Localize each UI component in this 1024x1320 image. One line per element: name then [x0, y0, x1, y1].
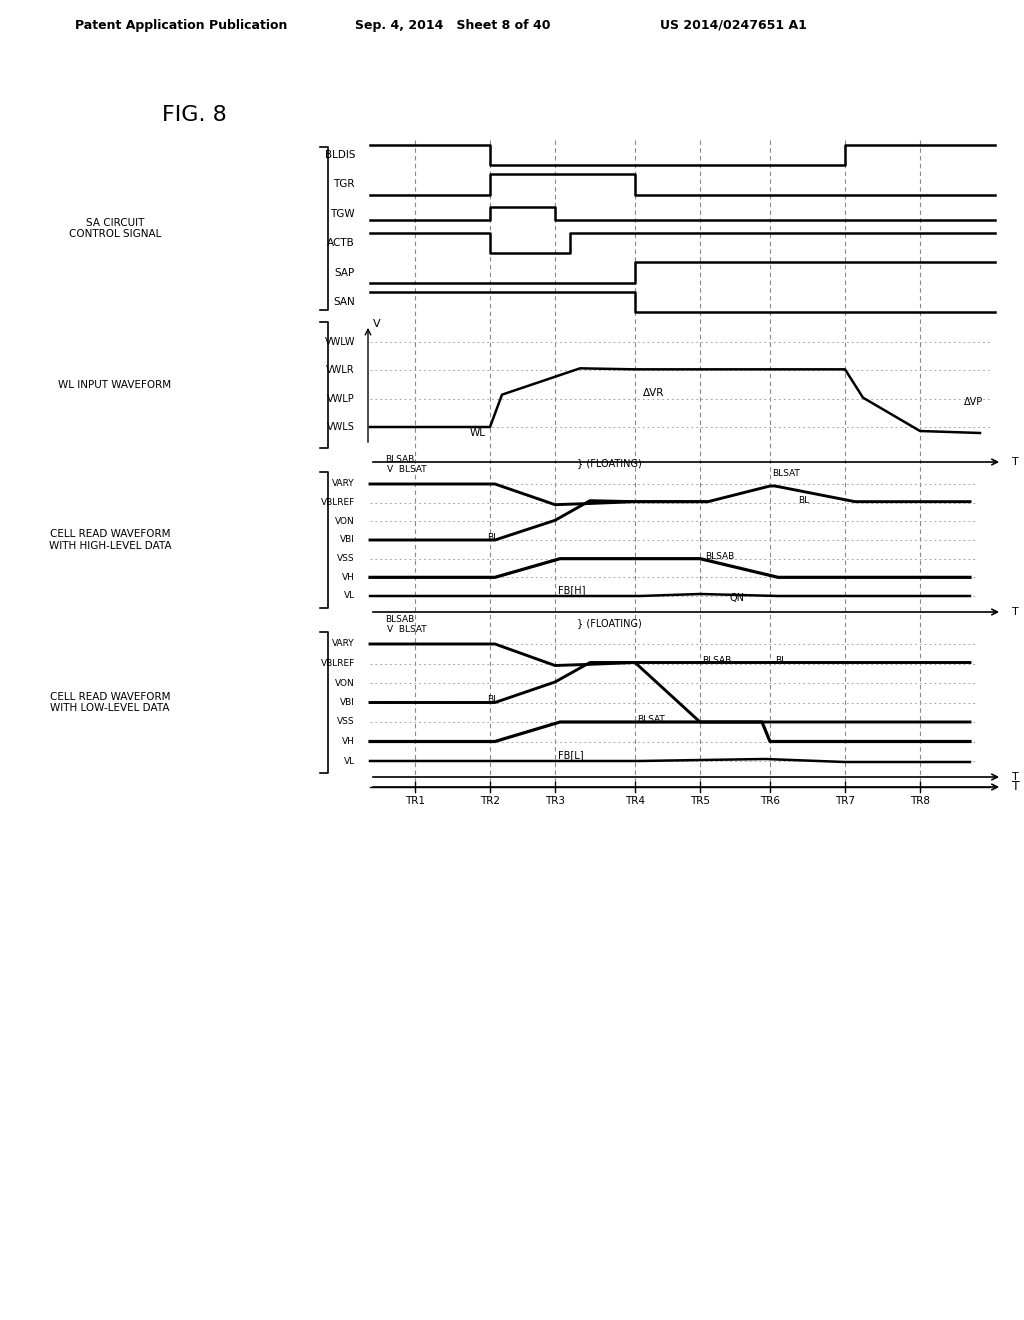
Text: SAP: SAP — [335, 268, 355, 277]
Text: } (FLOATING): } (FLOATING) — [577, 618, 642, 628]
Text: VH: VH — [342, 737, 355, 746]
Text: BL: BL — [798, 496, 809, 506]
Text: V: V — [373, 319, 381, 329]
Text: FB[H]: FB[H] — [558, 585, 586, 595]
Text: VWLR: VWLR — [327, 366, 355, 375]
Text: BLSAT: BLSAT — [637, 714, 665, 723]
Text: BLDIS: BLDIS — [325, 150, 355, 160]
Text: TR8: TR8 — [910, 796, 930, 807]
Text: BLSAT: BLSAT — [772, 470, 800, 479]
Text: VH: VH — [342, 573, 355, 582]
Text: TR2: TR2 — [480, 796, 500, 807]
Text: VSS: VSS — [337, 718, 355, 726]
Text: CELL READ WAVEFORM
WITH HIGH-LEVEL DATA: CELL READ WAVEFORM WITH HIGH-LEVEL DATA — [49, 529, 171, 550]
Text: ACTB: ACTB — [328, 238, 355, 248]
Text: T: T — [1012, 457, 1019, 467]
Text: BLSAB: BLSAB — [702, 656, 731, 665]
Text: TR3: TR3 — [545, 796, 565, 807]
Text: TR4: TR4 — [625, 796, 645, 807]
Text: VL: VL — [344, 591, 355, 601]
Text: T: T — [1012, 772, 1019, 781]
Text: VARY: VARY — [333, 639, 355, 648]
Text: VBLREF: VBLREF — [321, 659, 355, 668]
Text: VARY: VARY — [333, 479, 355, 488]
Text: TGR: TGR — [334, 180, 355, 189]
Text: BLSAB: BLSAB — [705, 552, 734, 561]
Text: TR6: TR6 — [760, 796, 780, 807]
Text: TR7: TR7 — [835, 796, 855, 807]
Text: SA CIRCUIT
CONTROL SIGNAL: SA CIRCUIT CONTROL SIGNAL — [69, 218, 161, 239]
Text: BL: BL — [775, 656, 786, 665]
Text: VBI: VBI — [340, 536, 355, 544]
Text: WL: WL — [470, 428, 486, 438]
Text: ΔVP: ΔVP — [964, 397, 983, 407]
Text: SAN: SAN — [333, 297, 355, 308]
Text: VWLS: VWLS — [327, 422, 355, 432]
Text: Patent Application Publication: Patent Application Publication — [75, 18, 288, 32]
Text: BLSAB: BLSAB — [385, 615, 415, 624]
Text: WL INPUT WAVEFORM: WL INPUT WAVEFORM — [58, 380, 172, 389]
Text: CELL READ WAVEFORM
WITH LOW-LEVEL DATA: CELL READ WAVEFORM WITH LOW-LEVEL DATA — [50, 692, 170, 713]
Text: US 2014/0247651 A1: US 2014/0247651 A1 — [660, 18, 807, 32]
Text: TR1: TR1 — [406, 796, 425, 807]
Text: BL: BL — [487, 532, 498, 541]
Text: TGW: TGW — [331, 209, 355, 219]
Text: V  BLSAT: V BLSAT — [387, 465, 427, 474]
Text: BL: BL — [487, 696, 498, 704]
Text: VWLW: VWLW — [325, 337, 355, 347]
Text: VWLP: VWLP — [328, 393, 355, 404]
Text: BLSAB: BLSAB — [385, 455, 415, 465]
Text: VL: VL — [344, 756, 355, 766]
Text: TR5: TR5 — [690, 796, 710, 807]
Text: ΔVR: ΔVR — [643, 388, 665, 397]
Text: FIG. 8: FIG. 8 — [162, 106, 226, 125]
Text: VON: VON — [335, 517, 355, 525]
Text: VSS: VSS — [337, 554, 355, 564]
Text: VBLREF: VBLREF — [321, 498, 355, 507]
Text: VBI: VBI — [340, 698, 355, 708]
Text: VON: VON — [335, 678, 355, 688]
Text: T: T — [1012, 780, 1020, 793]
Text: Sep. 4, 2014   Sheet 8 of 40: Sep. 4, 2014 Sheet 8 of 40 — [355, 18, 551, 32]
Text: V  BLSAT: V BLSAT — [387, 624, 427, 634]
Text: QN: QN — [730, 593, 745, 603]
Text: FB[L]: FB[L] — [558, 750, 584, 760]
Text: } (FLOATING): } (FLOATING) — [577, 458, 642, 469]
Text: T: T — [1012, 607, 1019, 616]
